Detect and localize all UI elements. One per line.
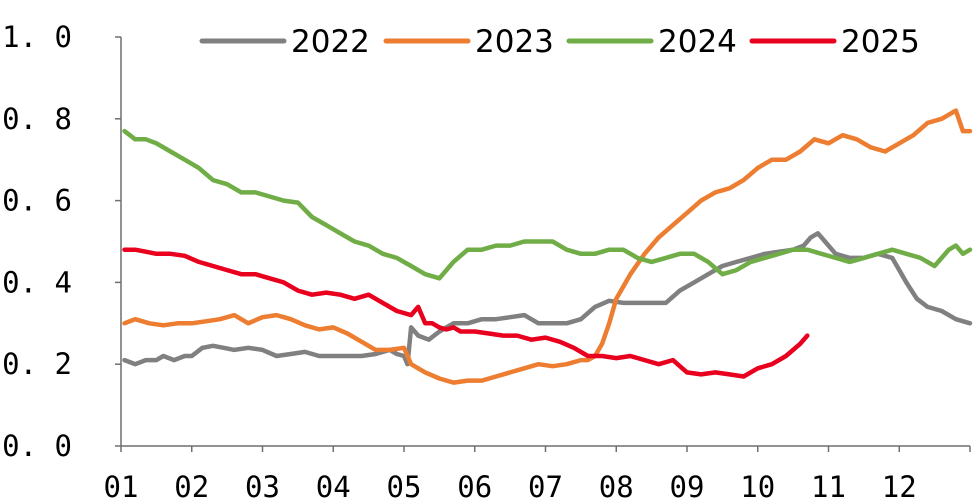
y-tick-label: 1. 0 [2,20,72,54]
legend-label-2024: 2024 [658,24,737,60]
x-tick-label: 11 [811,470,846,500]
x-tick-label: 09 [670,470,705,500]
x-tick-label: 03 [245,470,280,500]
legend: 2022 2023 2024 2025 [199,24,920,60]
series-line-2023 [122,108,973,385]
y-tick-label: 0. 4 [2,265,72,299]
series-lines [122,108,973,385]
legend-label-2022: 2022 [291,24,370,60]
x-tick-label: 12 [882,470,917,500]
series-line-2022 [122,231,973,367]
x-tick-label: 07 [528,470,563,500]
y-tick-label: 0. 2 [2,347,72,381]
y-tick-label: 0. 0 [2,429,72,463]
y-tick-label: 0. 8 [2,102,72,136]
x-tick-label: 05 [387,470,422,500]
x-tick-label: 06 [457,470,492,500]
legend-label-2025: 2025 [841,24,920,60]
series-line-2024 [122,128,973,281]
x-tick-label: 10 [740,470,775,500]
legend-label-2023: 2023 [475,24,554,60]
axes: 0. 0 0. 2 0. 4 0. 6 0. 8 1. 0 01 02 03 04 05 06 07 08… [2,20,971,500]
y-tick-label: 0. 6 [2,184,72,218]
x-tick-label: 02 [174,470,209,500]
series-line-2025 [122,247,810,379]
x-tick-label: 08 [599,470,634,500]
x-tick-label: 01 [104,470,139,500]
x-tick-label: 04 [316,470,351,500]
